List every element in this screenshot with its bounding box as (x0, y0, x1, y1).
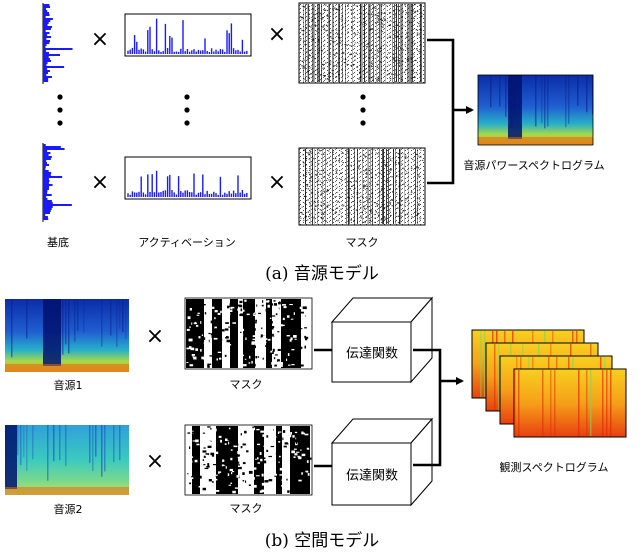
transfer-function-label-top: 伝達関数 (345, 346, 399, 362)
activation-label: アクティベーション (138, 236, 236, 249)
mask-image-b-bottom (184, 424, 313, 496)
times-symbol: × (90, 27, 110, 52)
basis-plot-bottom (42, 143, 72, 222)
transfer-function-box-top (330, 296, 434, 384)
caption-a: (a) 音源モデル (265, 264, 379, 284)
mask-to-transfer-connectors (314, 348, 332, 468)
times-symbol: × (267, 22, 287, 47)
mask-label-b-top: マスク (229, 378, 263, 391)
merge-connector-a (427, 38, 474, 185)
times-symbol: × (90, 170, 110, 195)
basis-label: 基底 (47, 236, 69, 249)
transfer-function-label-bottom: 伝達関数 (345, 468, 399, 484)
source2-label: 音源2 (53, 503, 83, 516)
activation-plot-bottom (124, 156, 252, 200)
times-symbol: × (145, 324, 165, 349)
merge-connector-b (413, 348, 464, 467)
mask-image-a-top (298, 2, 426, 84)
times-symbol: × (267, 170, 287, 195)
transfer-function-box-bottom (330, 417, 434, 507)
basis-plot-top (42, 3, 73, 84)
vertical-ellipsis-icon (57, 94, 366, 126)
observed-spectrogram-label: 観測スペクトログラム (499, 461, 609, 474)
times-symbol: × (145, 449, 165, 474)
activation-plot-top (124, 13, 252, 57)
mask-image-a-bottom (298, 147, 426, 226)
source-power-spectrogram (477, 74, 594, 146)
source1-label: 音源1 (53, 379, 83, 392)
source-power-spectrogram-label: 音源パワースペクトログラム (463, 159, 605, 172)
source1-spectrogram (5, 299, 129, 372)
observed-spectrogram-stack (471, 329, 627, 438)
caption-b: (b) 空間モデル (264, 531, 380, 551)
mask-label-b-bottom: マスク (229, 502, 263, 515)
mask-label-a: マスク (345, 236, 379, 249)
mask-image-b-top (184, 297, 313, 370)
source2-spectrogram (5, 425, 129, 495)
